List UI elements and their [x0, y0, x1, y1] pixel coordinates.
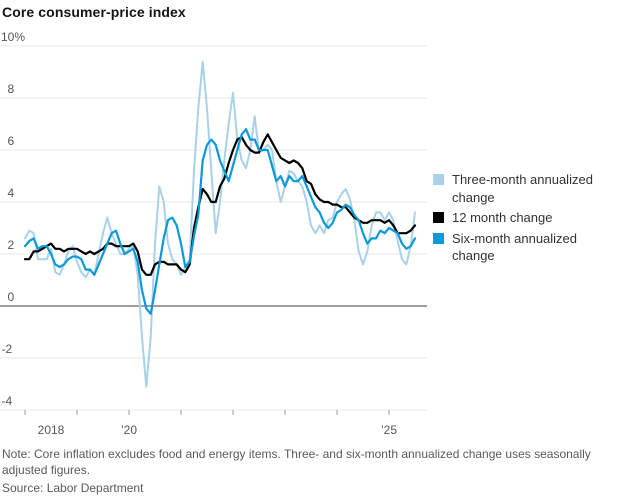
y-axis-label: 0	[8, 290, 15, 304]
y-axis-label: 2	[8, 238, 15, 252]
legend-item-twelve-month: 12 month change	[433, 209, 605, 227]
y-axis-label: 6	[8, 134, 15, 148]
x-axis-label: ’20	[121, 423, 137, 437]
series-line-threemonth	[24, 60, 416, 388]
y-axis-label: -2	[2, 342, 13, 356]
chart-note: Note: Core inflation excludes food and e…	[2, 447, 591, 477]
y-axis-label: 8	[8, 82, 15, 96]
series-line-sixmonth	[23, 128, 417, 315]
chart-title: Core consumer-price index	[2, 4, 186, 20]
legend-label-six-month: Six-month annualized change	[452, 230, 578, 264]
y-axis-label: 4	[8, 186, 15, 200]
chart-source: Source: Labor Department	[2, 481, 144, 495]
chart-plot-area: 10% 8 6 4 2 0 -2 -4 2018 ’20 ’25	[0, 30, 427, 437]
legend-label-twelve-month: 12 month change	[452, 210, 553, 226]
legend-item-six-month: Six-month annualized change	[433, 230, 605, 265]
x-axis-label: 2018	[38, 423, 65, 437]
six-month-swatch-icon	[433, 232, 444, 244]
three-month-swatch-icon	[433, 174, 444, 185]
legend-item-three-month: Three-month annualized change	[433, 171, 605, 206]
y-axis-label: 10%	[1, 30, 25, 44]
chart-legend: Three-month annualized change 12 month c…	[433, 171, 605, 268]
legend-label-three-month: Three-month annualized change	[452, 172, 593, 205]
twelve-month-swatch-icon	[433, 212, 444, 224]
x-axis-label: ’25	[381, 423, 397, 437]
y-axis-label: -4	[2, 394, 13, 408]
series-line-12	[23, 133, 417, 276]
